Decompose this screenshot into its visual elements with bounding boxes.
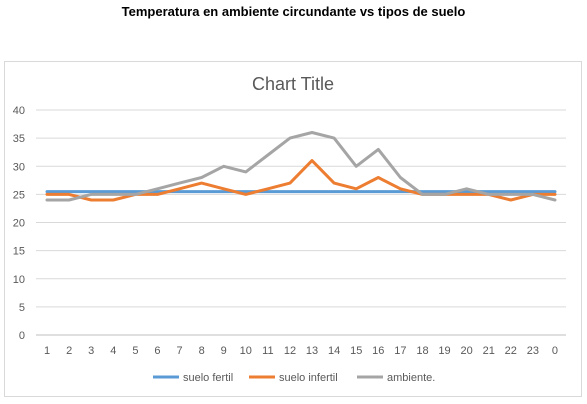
x-tick-label: 23 [527, 345, 539, 357]
x-tick-label: 3 [88, 345, 94, 357]
legend-label: suelo infertil [279, 372, 338, 384]
legend-label: ambiente. [387, 372, 435, 384]
x-tick-label: 15 [350, 345, 362, 357]
x-tick-label: 11 [262, 345, 273, 357]
y-tick-label: 15 [13, 246, 25, 258]
x-tick-label: 14 [328, 345, 340, 357]
y-axis-ticks: 0 5 10 15 20 25 30 35 40 [13, 105, 25, 342]
y-tick-label: 35 [13, 133, 25, 145]
x-tick-label: 9 [221, 345, 227, 357]
legend-label: suelo fertil [183, 372, 233, 384]
gridlines [36, 109, 566, 336]
x-tick-label: 10 [240, 345, 252, 357]
y-tick-label: 25 [13, 189, 25, 201]
x-tick-label: 20 [461, 345, 473, 357]
page-heading: Temperatura en ambiente circundante vs t… [121, 4, 466, 19]
x-tick-label: 4 [110, 345, 116, 357]
x-tick-label: 16 [372, 345, 384, 357]
chart-title: Chart Title [252, 74, 334, 94]
x-tick-label: 17 [394, 345, 406, 357]
x-tick-label: 12 [284, 345, 296, 357]
x-tick-label: 2 [66, 345, 72, 357]
x-tick-label: 22 [505, 345, 517, 357]
x-tick-label: 5 [132, 345, 138, 357]
x-tick-label: 6 [154, 345, 160, 357]
y-tick-label: 20 [13, 218, 25, 230]
x-tick-label: 19 [438, 345, 450, 357]
y-tick-label: 5 [19, 302, 25, 314]
series-lines [45, 131, 557, 202]
x-tick-label: 0 [552, 345, 558, 357]
y-tick-label: 0 [19, 330, 25, 342]
x-tick-label: 8 [199, 345, 205, 357]
x-tick-label: 7 [176, 345, 182, 357]
series-line-3 [45, 131, 557, 202]
x-axis-ticks: 1 2 3 4 5 6 7 8 9 10 11 12 13 14 15 16 17 18 19 20 21 22 23 0 [44, 345, 558, 357]
chart-frame [4, 61, 582, 397]
y-tick-label: 10 [13, 274, 25, 286]
x-tick-label: 13 [306, 345, 318, 357]
legend: suelo fertil suelo infertil ambiente. [153, 372, 435, 384]
x-tick-label: 1 [44, 345, 50, 357]
x-tick-label: 21 [483, 345, 495, 357]
x-tick-label: 18 [416, 345, 428, 357]
y-tick-label: 40 [13, 105, 25, 117]
y-tick-label: 30 [13, 161, 25, 173]
